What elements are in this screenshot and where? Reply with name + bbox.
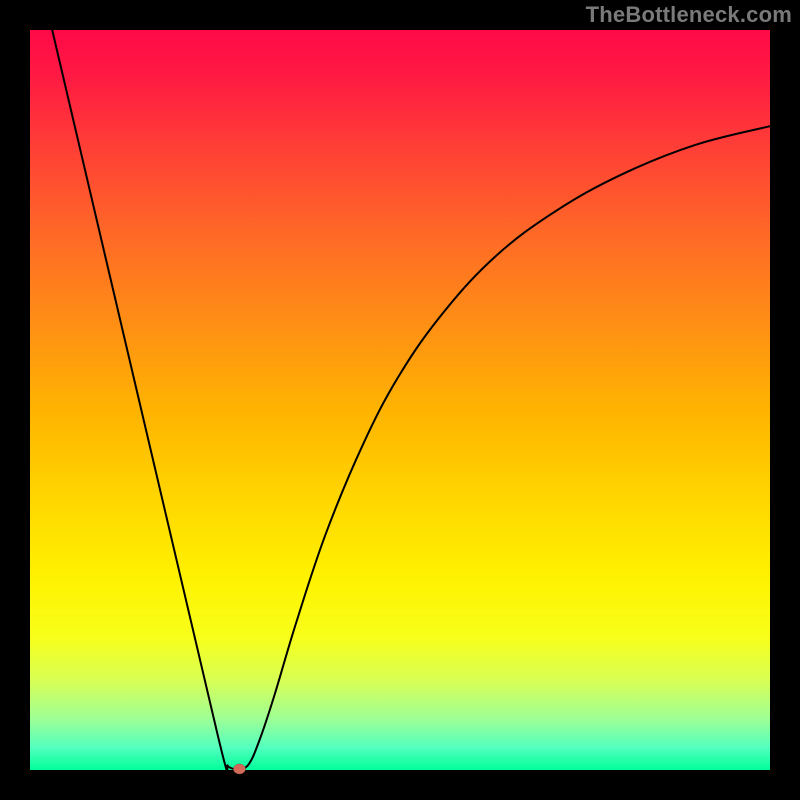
gradient-background — [30, 30, 770, 770]
bottleneck-chart — [0, 0, 800, 800]
watermark-text: TheBottleneck.com — [586, 2, 792, 28]
chart-container: TheBottleneck.com — [0, 0, 800, 800]
optimum-marker — [233, 764, 245, 774]
